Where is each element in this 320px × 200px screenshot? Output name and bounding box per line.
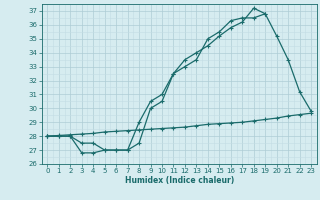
X-axis label: Humidex (Indice chaleur): Humidex (Indice chaleur): [124, 176, 234, 185]
